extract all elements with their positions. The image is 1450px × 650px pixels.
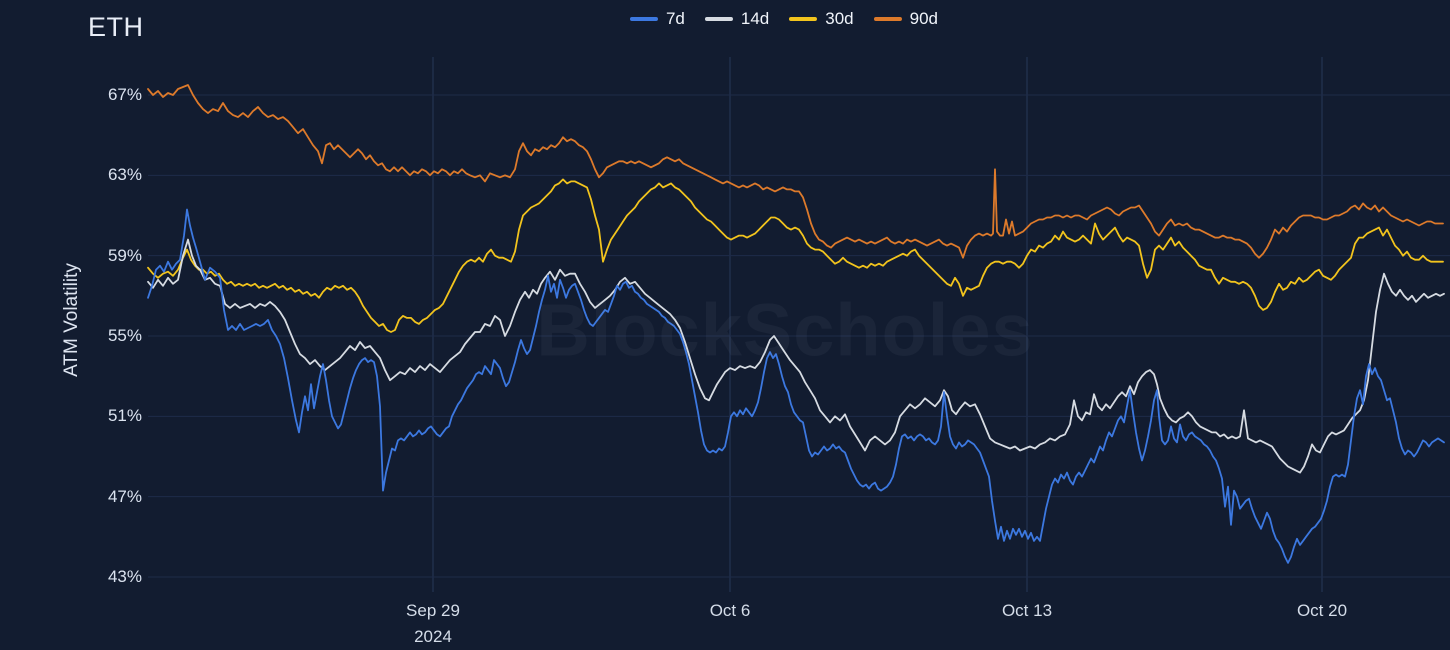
y-tick-label: 43% [107,567,142,586]
legend-swatch-90d [873,17,902,21]
y-tick-label: 63% [107,165,142,185]
chart-title: ETH [88,12,144,42]
y-tick-label: 47% [107,486,142,506]
series-line-30d[interactable] [147,178,1444,333]
legend-label-14d: 14d [740,9,770,28]
x-tick-label: Oct 20 [1296,601,1348,620]
series-line-90d[interactable] [147,84,1444,259]
x-tick-label: Sep 29 2024 [406,601,460,646]
chart-legend: 7d 14d 30d 90d [629,9,939,29]
legend-item-90d[interactable]: 90d [873,9,939,29]
y-tick-label: 67% [107,85,142,104]
legend-item-30d[interactable]: 30d [789,9,854,29]
y-tick-label: 51% [107,406,142,426]
legend-swatch-30d [789,17,818,21]
legend-label-30d: 30d [825,9,854,28]
series-line-7d[interactable] [147,208,1445,564]
legend-label-7d: 7d [665,9,685,28]
y-axis-title: ATM Volatility [61,263,82,377]
legend-item-14d[interactable]: 14d [704,9,770,29]
series-line-14d[interactable] [147,238,1445,474]
x-tick-label: Oct 6 [709,601,751,620]
x-tick-label: Oct 13 [1001,601,1053,620]
legend-swatch-14d [704,17,733,21]
legend-label-90d: 90d [909,9,939,28]
y-tick-label: 55% [107,326,142,345]
y-tick-label: 59% [107,245,142,265]
legend-item-7d[interactable]: 7d [629,9,685,29]
legend-swatch-7d [629,17,658,21]
